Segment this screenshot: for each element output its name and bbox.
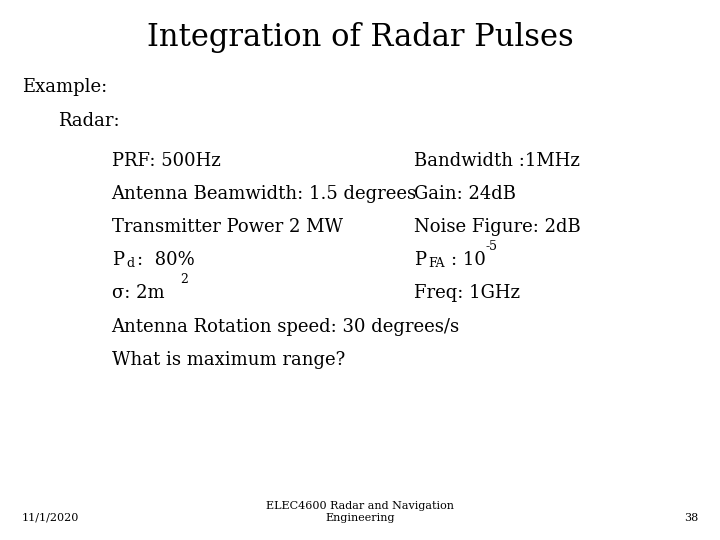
Text: Gain: 24dB: Gain: 24dB [414,185,516,203]
Text: Freq: 1GHz: Freq: 1GHz [414,284,520,302]
Text: d: d [126,257,134,270]
Text: Antenna Beamwidth: 1.5 degrees: Antenna Beamwidth: 1.5 degrees [112,185,417,203]
Text: 11/1/2020: 11/1/2020 [22,512,79,523]
Text: Radar:: Radar: [58,112,120,130]
Text: 2: 2 [180,273,188,286]
Text: :  80%: : 80% [137,251,194,269]
Text: 38: 38 [684,512,698,523]
Text: Bandwidth :1MHz: Bandwidth :1MHz [414,152,580,170]
Text: Noise Figure: 2dB: Noise Figure: 2dB [414,218,581,236]
Text: P: P [112,251,124,269]
Text: What is maximum range?: What is maximum range? [112,351,345,369]
Text: -5: -5 [486,240,498,253]
Text: Integration of Radar Pulses: Integration of Radar Pulses [147,22,573,52]
Text: Antenna Rotation speed: 30 degrees/s: Antenna Rotation speed: 30 degrees/s [112,318,460,335]
Text: : 10: : 10 [451,251,486,269]
Text: σ: 2m: σ: 2m [112,284,164,302]
Text: PRF: 500Hz: PRF: 500Hz [112,152,220,170]
Text: Example:: Example: [22,78,107,96]
Text: Transmitter Power 2 MW: Transmitter Power 2 MW [112,218,343,236]
Text: ELEC4600 Radar and Navigation
Engineering: ELEC4600 Radar and Navigation Engineerin… [266,501,454,523]
Text: P: P [414,251,426,269]
Text: FA: FA [428,257,445,270]
